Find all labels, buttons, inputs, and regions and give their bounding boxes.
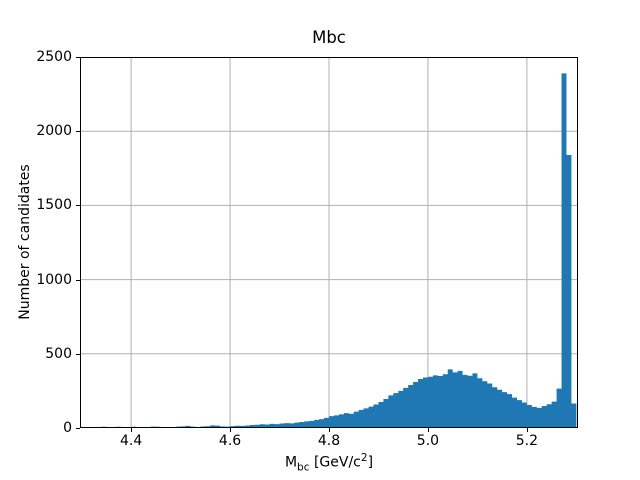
- y-tick-label: 2000: [36, 123, 72, 140]
- x-tick-label: 5.2: [515, 433, 539, 449]
- y-tick-label: 1500: [36, 197, 72, 214]
- x-tick-label: 4.8: [317, 433, 341, 449]
- x-tick-label: 4.6: [218, 433, 242, 449]
- x-axis-label-unit: [GeV/c: [309, 454, 361, 471]
- x-tick-label: 5.0: [416, 433, 440, 449]
- x-tick-label: 4.4: [119, 433, 143, 449]
- y-tick-label: 1000: [36, 271, 72, 288]
- x-axis-label-sup: 2: [360, 452, 368, 464]
- y-tick-label: 500: [45, 345, 72, 362]
- x-axis-label-close: ]: [367, 454, 374, 471]
- y-tick-label: 0: [63, 420, 72, 436]
- y-tick-label: 2500: [36, 49, 72, 65]
- axes-frame: [80, 57, 578, 428]
- x-axis-label-main: M: [284, 454, 298, 471]
- x-axis-label-sub: bc: [297, 461, 310, 474]
- x-axis-label: Mbc [GeV/c2]: [80, 452, 578, 473]
- chart-title: Mbc: [312, 28, 346, 47]
